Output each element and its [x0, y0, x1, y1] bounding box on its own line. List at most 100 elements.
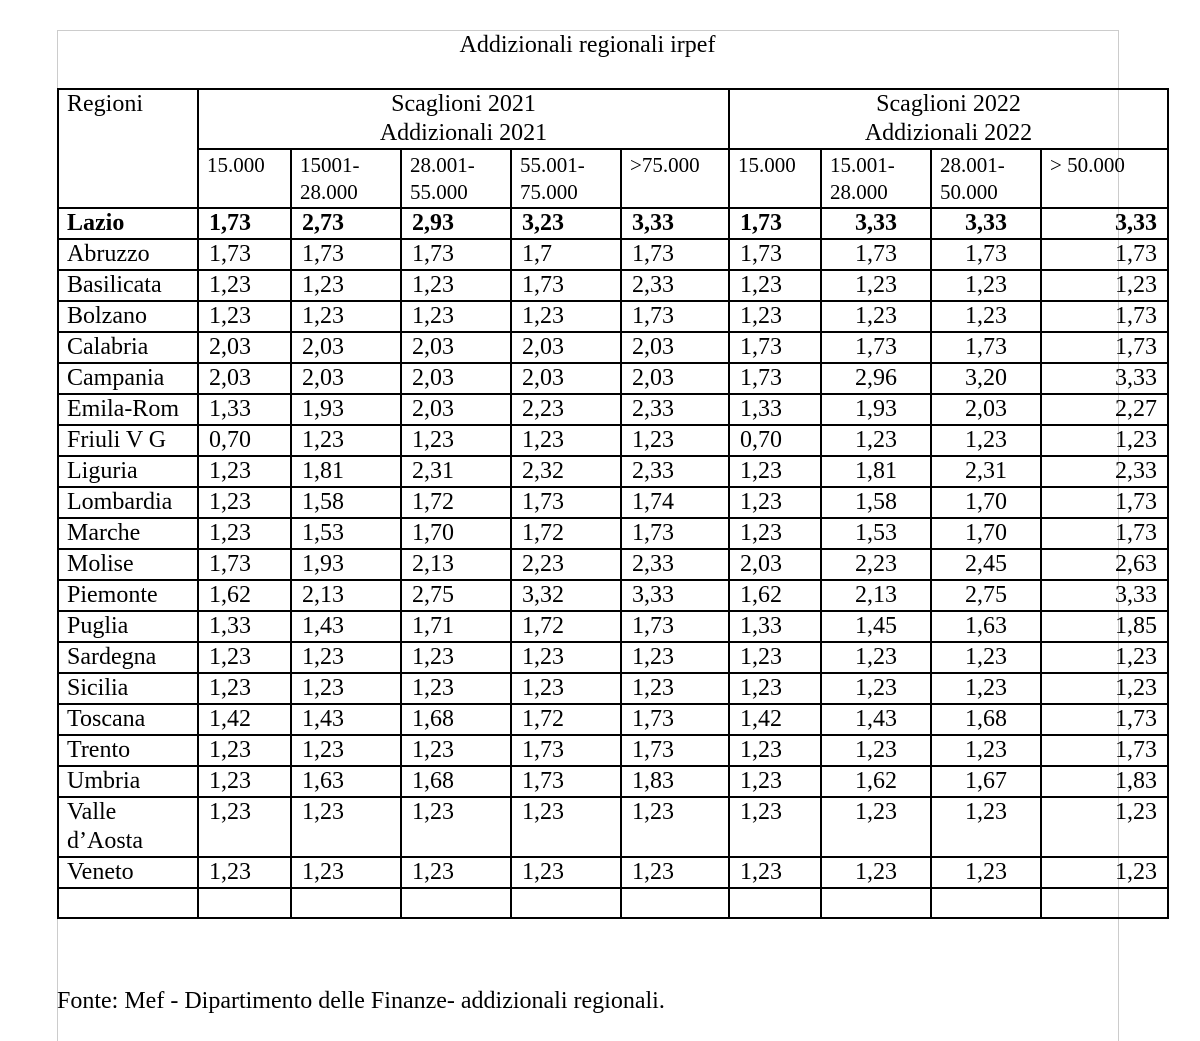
value-cell: 1,23 [820, 672, 932, 705]
value-cell: 1,23 [1040, 641, 1169, 674]
value-cell: 1,23 [510, 672, 622, 705]
value-cell: 1,73 [820, 238, 932, 271]
value-cell: 1,81 [290, 455, 402, 488]
group-subtitle: Addizionali 2022 [864, 120, 1033, 146]
value-cell: 1,23 [728, 796, 822, 858]
value-cell: 1,43 [290, 703, 402, 736]
value-cell: 1,23 [400, 424, 512, 457]
group-header: Scaglioni 2021 Addizionali 2021 [197, 88, 730, 150]
value-cell: 1,93 [290, 548, 402, 581]
value-cell: 1,23 [400, 734, 512, 767]
region-cell: Basilicata [57, 269, 199, 302]
region-cell: Valle d’Aosta [57, 796, 199, 858]
value-cell: 1,53 [290, 517, 402, 550]
value-cell: 2,96 [820, 362, 932, 395]
value-cell: 1,58 [820, 486, 932, 519]
value-cell: 1,23 [400, 672, 512, 705]
region-cell: Bolzano [57, 300, 199, 333]
data-row: Puglia 1,33 1,43 1,71 1,72 1,73 1,33 1,45 1,63 1,… [57, 610, 1169, 643]
value-cell: 1,23 [930, 269, 1042, 302]
value-cell: 1,23 [197, 455, 292, 488]
value-cell: 1,74 [620, 486, 730, 519]
data-row: Sardegna 1,23 1,23 1,23 1,23 1,23 1,23 1,23 1,23… [57, 641, 1169, 674]
value-cell: 2,03 [510, 362, 622, 395]
value-cell: 1,72 [510, 610, 622, 643]
bracket-header: 15001-28.000 [290, 148, 402, 209]
value-cell: 1,23 [510, 641, 622, 674]
bracket-header: 15.001-28.000 [820, 148, 932, 209]
empty-cell [290, 887, 402, 919]
region-cell: Sicilia [57, 672, 199, 705]
value-cell: 1,73 [620, 300, 730, 333]
region-cell: Abruzzo [57, 238, 199, 271]
data-row: Friuli V G 0,70 1,23 1,23 1,23 1,23 0,70 1,23 1,… [57, 424, 1169, 457]
value-cell: 2,33 [1040, 455, 1169, 488]
empty-row [57, 887, 1169, 919]
region-cell: Friuli V G [57, 424, 199, 457]
value-cell: 1,23 [510, 796, 622, 858]
value-cell: 1,73 [930, 331, 1042, 364]
value-cell: 1,73 [1040, 486, 1169, 519]
empty-cell [1040, 887, 1169, 919]
region-cell: Lazio [57, 207, 199, 240]
data-row: Liguria 1,23 1,81 2,31 2,32 2,33 1,23 1,81 2,31 2… [57, 455, 1169, 488]
value-cell: 2,75 [400, 579, 512, 612]
value-cell: 2,45 [930, 548, 1042, 581]
value-cell: 1,73 [510, 734, 622, 767]
value-cell: 1,23 [197, 300, 292, 333]
value-cell: 1,73 [400, 238, 512, 271]
value-cell: 1,23 [930, 672, 1042, 705]
value-cell: 2,03 [197, 331, 292, 364]
value-cell: 2,33 [620, 393, 730, 426]
bracket-header: 15.000 [197, 148, 292, 209]
value-cell: 1,23 [930, 300, 1042, 333]
value-cell: 1,23 [930, 641, 1042, 674]
value-cell: 1,23 [400, 300, 512, 333]
value-cell: 1,73 [620, 610, 730, 643]
data-row: Abruzzo 1,73 1,73 1,73 1,7 1,73 1,73 1,73 1,73 1,… [57, 238, 1169, 271]
value-cell: 2,03 [290, 362, 402, 395]
value-cell: 1,62 [728, 579, 822, 612]
value-cell: 1,23 [400, 641, 512, 674]
data-row: Molise 1,73 1,93 2,13 2,23 2,33 2,03 2,23 2,45 2,… [57, 548, 1169, 581]
value-cell: 3,33 [1040, 579, 1169, 612]
value-cell: 1,72 [510, 517, 622, 550]
data-row: Emila-Rom 1,33 1,93 2,03 2,23 2,33 1,33 1,93 2,0… [57, 393, 1169, 426]
value-cell: 1,73 [620, 703, 730, 736]
value-cell: 2,03 [728, 548, 822, 581]
data-row: Lazio 1,73 2,73 2,93 3,23 3,33 1,73 3,33 3,33 3,3… [57, 207, 1169, 240]
source-note: Fonte: Mef - Dipartimento delle Finanze-… [57, 988, 665, 1014]
value-cell: 1,70 [400, 517, 512, 550]
value-cell: 2,03 [620, 362, 730, 395]
value-cell: 2,23 [510, 393, 622, 426]
value-cell: 1,70 [930, 517, 1042, 550]
value-cell: 2,63 [1040, 548, 1169, 581]
empty-cell [197, 887, 292, 919]
data-row: Sicilia 1,23 1,23 1,23 1,23 1,23 1,23 1,23 1,23 1… [57, 672, 1169, 705]
value-cell: 1,73 [1040, 238, 1169, 271]
header-row: Regioni Scaglioni 2021 Addizionali 2021 Sca… [57, 88, 1169, 209]
data-row: Toscana 1,42 1,43 1,68 1,72 1,73 1,42 1,43 1,68 1… [57, 703, 1169, 736]
value-cell: 1,23 [197, 734, 292, 767]
bracket-header: > 50.000 [1040, 148, 1169, 209]
value-cell: 1,23 [400, 269, 512, 302]
table: Regioni Scaglioni 2021 Addizionali 2021 Sca… [57, 88, 1169, 919]
value-cell: 1,68 [930, 703, 1042, 736]
value-cell: 1,23 [1040, 796, 1169, 858]
value-cell: 1,23 [820, 856, 932, 889]
value-cell: 1,73 [510, 765, 622, 798]
data-row: Calabria 2,03 2,03 2,03 2,03 2,03 1,73 1,73 1,73… [57, 331, 1169, 364]
value-cell: 1,23 [728, 856, 822, 889]
value-cell: 1,7 [510, 238, 622, 271]
value-cell: 1,45 [820, 610, 932, 643]
value-cell: 1,23 [400, 856, 512, 889]
value-cell: 2,23 [510, 548, 622, 581]
value-cell: 1,83 [1040, 765, 1169, 798]
region-cell: Campania [57, 362, 199, 395]
empty-cell [930, 887, 1042, 919]
empty-cell [728, 887, 822, 919]
value-cell: 1,73 [728, 331, 822, 364]
value-cell: 1,23 [290, 424, 402, 457]
value-cell: 3,33 [930, 207, 1042, 240]
region-cell: Liguria [57, 455, 199, 488]
